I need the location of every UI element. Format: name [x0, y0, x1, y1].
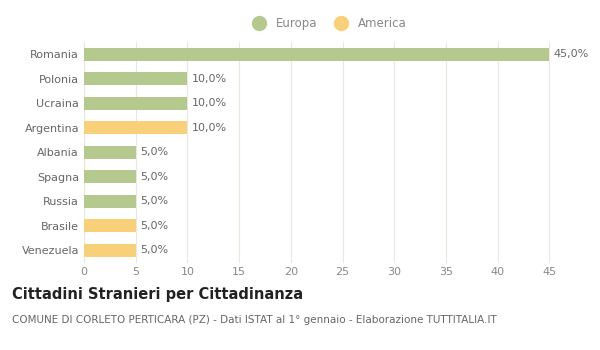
- Text: 10,0%: 10,0%: [191, 74, 227, 84]
- Text: 5,0%: 5,0%: [140, 245, 168, 255]
- Bar: [84, 121, 187, 134]
- Legend: Europa, America: Europa, America: [243, 13, 411, 35]
- Bar: [84, 195, 136, 208]
- Text: 5,0%: 5,0%: [140, 147, 168, 157]
- Bar: [84, 97, 187, 110]
- Text: Cittadini Stranieri per Cittadinanza: Cittadini Stranieri per Cittadinanza: [12, 287, 303, 302]
- Bar: [84, 72, 187, 85]
- Text: 5,0%: 5,0%: [140, 196, 168, 206]
- Bar: [84, 170, 136, 183]
- Text: 5,0%: 5,0%: [140, 172, 168, 182]
- Bar: [84, 48, 550, 61]
- Bar: [84, 146, 136, 159]
- Text: 45,0%: 45,0%: [553, 49, 589, 59]
- Text: 5,0%: 5,0%: [140, 221, 168, 231]
- Text: COMUNE DI CORLETO PERTICARA (PZ) - Dati ISTAT al 1° gennaio - Elaborazione TUTTI: COMUNE DI CORLETO PERTICARA (PZ) - Dati …: [12, 315, 497, 325]
- Bar: [84, 219, 136, 232]
- Text: 10,0%: 10,0%: [191, 98, 227, 108]
- Bar: [84, 244, 136, 257]
- Text: 10,0%: 10,0%: [191, 123, 227, 133]
